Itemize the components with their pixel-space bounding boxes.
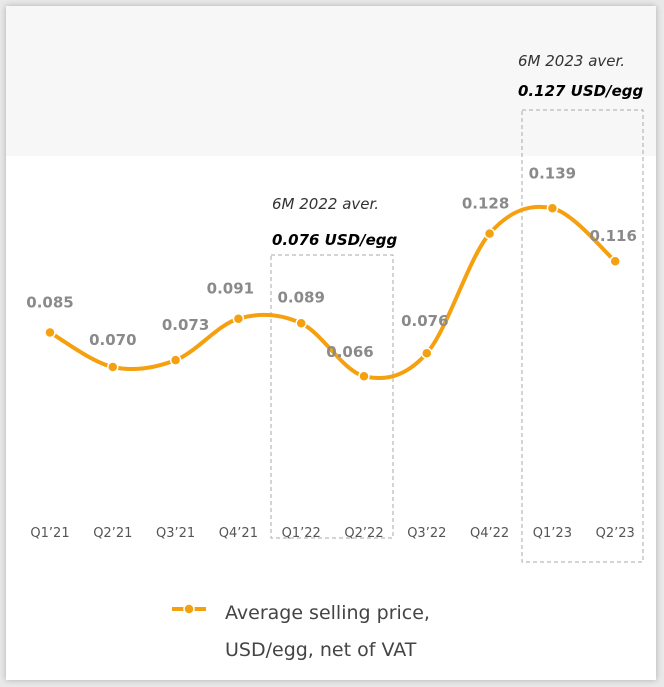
annotation-text: 0.076 USD/egg — [272, 231, 397, 249]
annotation-title: 6M 2022 aver. — [272, 195, 379, 213]
x-tick-label: Q1’23 — [533, 526, 572, 541]
legend-label: Average selling price, USD/egg, net of V… — [225, 602, 430, 661]
data-label: 0.070 — [89, 331, 136, 349]
data-label: 0.128 — [462, 195, 509, 213]
x-tick-label: Q1’22 — [282, 526, 321, 541]
data-label: 0.085 — [26, 294, 73, 312]
data-point — [107, 361, 119, 373]
data-point — [483, 227, 496, 240]
data-point — [358, 370, 370, 382]
x-tick-label: Q1’21 — [30, 526, 69, 541]
header-band — [6, 6, 656, 156]
data-point — [546, 202, 559, 215]
data-point — [169, 354, 182, 366]
data-point — [295, 317, 307, 330]
data-label: 0.091 — [207, 280, 254, 298]
x-tick-label: Q3’21 — [156, 526, 195, 541]
data-label: 0.139 — [529, 164, 576, 182]
x-tick-label: Q3’22 — [407, 526, 446, 541]
highlight-box — [270, 254, 394, 539]
data-label: 0.089 — [277, 288, 324, 306]
x-tick-label: Q4’21 — [219, 526, 258, 541]
data-label: 0.066 — [326, 343, 373, 361]
series-line — [48, 204, 617, 381]
data-point — [421, 347, 433, 359]
data-point — [232, 312, 245, 325]
data-point — [44, 326, 56, 339]
annotation-title: 6M 2023 aver. — [518, 52, 625, 70]
data-label: 0.116 — [589, 227, 636, 245]
x-tick-label: Q2’22 — [344, 526, 383, 541]
data-label: 0.076 — [401, 312, 448, 330]
highlight-box — [521, 109, 644, 563]
annotation-text: 0.127 USD/egg — [518, 82, 643, 100]
legend-marker — [183, 603, 195, 615]
data-point — [609, 255, 621, 267]
x-tick-label: Q2’23 — [596, 526, 635, 541]
data-label: 0.073 — [162, 316, 209, 334]
x-tick-label: Q4’22 — [470, 526, 509, 541]
x-tick-label: Q2’21 — [93, 526, 132, 541]
